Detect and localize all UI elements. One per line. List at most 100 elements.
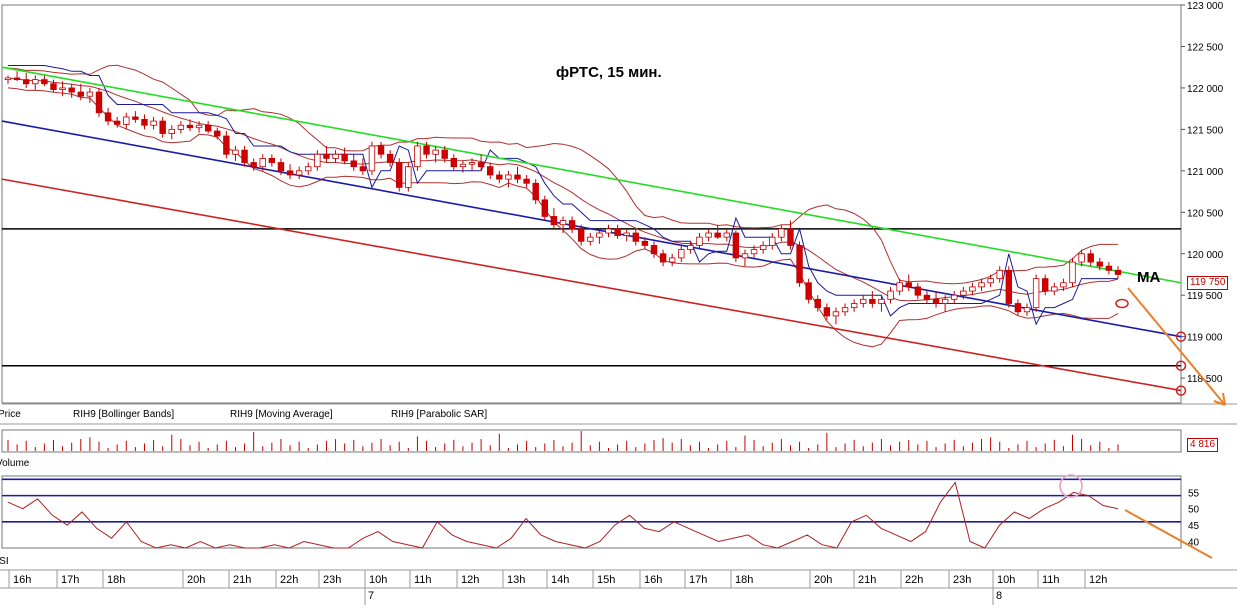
candle-body [1051, 286, 1058, 292]
candle-body [769, 236, 776, 246]
price-tick-label: 120 500 [1187, 208, 1224, 219]
candle-body [696, 236, 703, 246]
candle-body [368, 145, 376, 172]
candle-body [659, 253, 667, 263]
candle-body [596, 232, 603, 238]
candle-body [1087, 253, 1094, 263]
candle-body [159, 120, 166, 134]
time-tick-label: 22h [905, 574, 923, 586]
time-tick-label: 14h [551, 574, 569, 586]
candle-body [50, 83, 57, 90]
candle-body [359, 166, 367, 172]
candle-body [687, 245, 694, 251]
candle-body [860, 298, 867, 304]
candle-body [923, 294, 931, 300]
time-tick-label: 13h [507, 574, 525, 586]
forecast-arrowhead-price [1213, 392, 1226, 406]
volume-value-label: 4 816 [1187, 438, 1219, 452]
candle-body [896, 282, 903, 292]
candle-body [550, 216, 558, 226]
candle-body [623, 232, 630, 236]
price-frame [1, 4, 1182, 404]
candle-body [32, 79, 39, 85]
price-tick-label: 119 000 [1187, 333, 1223, 344]
candle-body [86, 91, 94, 97]
candle-body [77, 91, 84, 97]
candle-body [259, 157, 266, 168]
candle-body [277, 162, 285, 172]
candle-body [523, 178, 530, 184]
time-tick-label: 16h [644, 574, 662, 586]
price-panel: 123 000 122 500 122 000 121 500 121 000 120 5… [0, 1, 1237, 425]
candle-body [204, 124, 212, 132]
candle-body [741, 253, 749, 259]
candle-body [323, 153, 330, 159]
target-marker [1115, 298, 1129, 309]
time-tick-label: 18h [735, 574, 753, 586]
candle-body [1032, 278, 1040, 309]
legend-bollinger: RIH9 [Bollinger Bands] [73, 409, 175, 420]
candle-body [978, 282, 985, 288]
candle-body [305, 166, 312, 172]
candle-body [532, 182, 539, 201]
candle-body [104, 112, 112, 122]
time-tick-label: 21h [858, 574, 876, 586]
candle-body [732, 232, 740, 259]
candle-body [377, 145, 385, 155]
candle-body [951, 294, 958, 300]
candle-body [241, 149, 248, 163]
candle-body [987, 278, 994, 284]
time-tick-label: 15h [597, 574, 615, 586]
candle-body [678, 249, 685, 259]
candle-body [405, 166, 412, 188]
volume-panel [1, 429, 1182, 453]
time-tick-label: 20h [814, 574, 832, 586]
candle-body [459, 163, 467, 168]
candle-body [432, 149, 439, 155]
candle-body [796, 245, 803, 284]
rsi-peak-marker [1059, 474, 1083, 498]
rsi-tick-label: 55 [1188, 488, 1200, 499]
candle-body [1005, 269, 1013, 304]
current-price-label: 119 750 [1187, 276, 1229, 290]
candle-body [441, 149, 448, 159]
ma-annotation: MA [1137, 269, 1161, 286]
price-tick-label: 121 500 [1187, 125, 1224, 136]
candle-body [869, 298, 876, 304]
candle-body [723, 232, 730, 238]
rsi-tick-label: 40 [1188, 537, 1200, 548]
time-tick-label: 20h [187, 574, 205, 586]
candle-body [95, 91, 103, 114]
candle-body [932, 298, 940, 304]
candle-body [477, 162, 485, 168]
candle-body [487, 166, 494, 176]
time-tick-label: 23h [323, 574, 341, 586]
channel-red-line [1, 178, 1182, 392]
candle-body [969, 286, 976, 292]
price-tick-label: 123 000 [1187, 1, 1224, 12]
level-marker [1175, 360, 1187, 371]
candle-body [1060, 282, 1067, 288]
time-tick-label: 10h [997, 574, 1015, 586]
candle-body [750, 249, 758, 255]
candle-body [1114, 269, 1122, 275]
candle-body [386, 153, 394, 163]
candle-body [1042, 278, 1049, 292]
candle-body [268, 157, 276, 163]
candle-body [787, 228, 794, 246]
candle-body [587, 236, 594, 242]
candle-body [341, 153, 348, 162]
candle-body [850, 303, 858, 309]
candle-body [705, 232, 712, 238]
candle-body [605, 228, 612, 234]
candle-body [232, 149, 239, 155]
volume-frame [1, 429, 1182, 453]
candle-body [778, 228, 785, 238]
rsi-panel: 55 50 45 40 [1, 475, 1200, 549]
candle-body [141, 119, 148, 126]
legend-parabolic-sar: RIH9 [Parabolic SAR] [391, 409, 488, 420]
time-tick-label: 17h [61, 574, 79, 586]
rsi-panel-label: RSI [0, 556, 9, 567]
candle-body [68, 87, 75, 93]
candle-body [668, 257, 676, 263]
